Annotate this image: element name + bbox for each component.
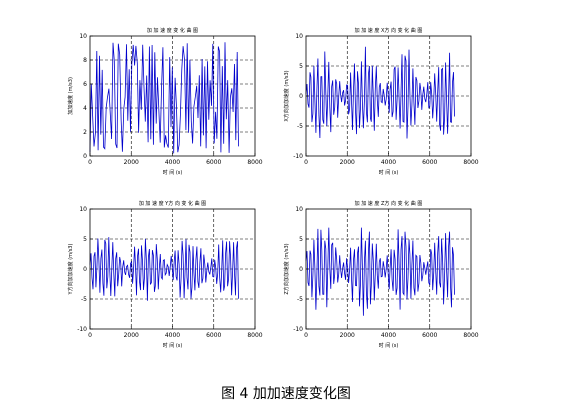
x-tick-label: 8000 xyxy=(463,159,478,166)
series-line xyxy=(305,46,455,139)
x-tick-label: 0 xyxy=(304,159,308,166)
chart-panel-1: 0 2000 4000 6000 8000 0 2 4 6 8 10 加 加 速 度 变 化 曲 图时… xyxy=(67,27,263,176)
y-tick-label: 0 xyxy=(299,93,303,100)
x-tick-label: 2000 xyxy=(340,159,355,166)
chart-title: 加 加 速 度 Y方 向 变 化 曲 图 xyxy=(139,200,206,207)
y-tick-label: 0 xyxy=(83,153,87,160)
x-tick-label: 6000 xyxy=(422,159,437,166)
x-tick-label: 2000 xyxy=(340,332,355,339)
x-tick-label: 0 xyxy=(88,159,92,166)
series-line xyxy=(89,42,239,154)
chart-panel-3: 0 2000 4000 6000 8000 -10 -5 0 5 10 加 加 速 度 Y方 向 变… xyxy=(67,200,263,349)
chart-panel-4: 0 2000 4000 6000 8000 -10 -5 0 5 10 加 加 速 度 Z方 向 变… xyxy=(283,200,479,349)
y-tick-label: -10 xyxy=(77,326,87,333)
chart-title: 加 加 速 度 变 化 曲 图 xyxy=(147,27,198,34)
chart-panel-2: 0 2000 4000 6000 8000 -10 -5 0 5 10 加 加 速 度 X方 向 变… xyxy=(283,27,479,176)
chart-title: 加 加 速 度 X方 向 变 化 曲 图 xyxy=(355,27,423,34)
x-tick-label: 8000 xyxy=(247,332,262,339)
y-axis-label: Y方向加加速度 (m/s3) xyxy=(67,244,74,296)
y-tick-label: 2 xyxy=(83,129,87,136)
y-tick-label: -5 xyxy=(297,123,303,130)
y-tick-label: 0 xyxy=(299,266,303,273)
y-tick-label: 6 xyxy=(83,81,87,88)
x-tick-label: 0 xyxy=(304,332,308,339)
y-tick-label: -10 xyxy=(293,326,303,333)
y-tick-label: 4 xyxy=(83,105,87,112)
y-tick-label: 5 xyxy=(299,63,303,70)
y-tick-label: 10 xyxy=(295,33,303,40)
x-tick-label: 4000 xyxy=(381,159,396,166)
y-axis-label: Z方向加加速度 (m/s3) xyxy=(283,243,290,294)
y-tick-label: -5 xyxy=(297,296,303,303)
y-tick-label: 8 xyxy=(83,57,87,64)
x-tick-label: 4000 xyxy=(165,159,180,166)
y-tick-label: 10 xyxy=(79,206,87,213)
y-axis-label: X方向加加速度 (m/s3) xyxy=(283,70,290,121)
x-tick-label: 6000 xyxy=(206,159,221,166)
y-tick-label: 0 xyxy=(83,266,87,273)
chart-title: 加 加 速 度 Z方 向 变 化 曲 图 xyxy=(355,200,423,207)
x-axis-label: 时 间 (s) xyxy=(379,342,399,349)
y-tick-label: 5 xyxy=(83,236,87,243)
x-tick-label: 4000 xyxy=(165,332,180,339)
y-tick-label: 5 xyxy=(299,236,303,243)
x-tick-label: 2000 xyxy=(124,332,139,339)
y-tick-label: -10 xyxy=(293,153,303,160)
x-tick-label: 2000 xyxy=(124,159,139,166)
x-tick-label: 4000 xyxy=(381,332,396,339)
y-tick-label: -5 xyxy=(81,296,87,303)
series-line xyxy=(305,227,455,316)
figure-caption: 图 4 加加速度变化图 xyxy=(221,386,351,402)
y-tick-label: 10 xyxy=(79,33,87,40)
series-line xyxy=(89,237,239,301)
x-tick-label: 8000 xyxy=(463,332,478,339)
x-tick-label: 6000 xyxy=(206,332,221,339)
x-axis-label: 时 间 (s) xyxy=(379,169,399,176)
x-axis-label: 时 间 (s) xyxy=(163,169,183,176)
x-tick-label: 6000 xyxy=(422,332,437,339)
y-tick-label: 10 xyxy=(295,206,303,213)
y-axis-label: 加加速度 (m/s3) xyxy=(67,77,74,115)
x-tick-label: 0 xyxy=(88,332,92,339)
x-tick-label: 8000 xyxy=(247,159,262,166)
x-axis-label: 时 间 (s) xyxy=(163,342,183,349)
